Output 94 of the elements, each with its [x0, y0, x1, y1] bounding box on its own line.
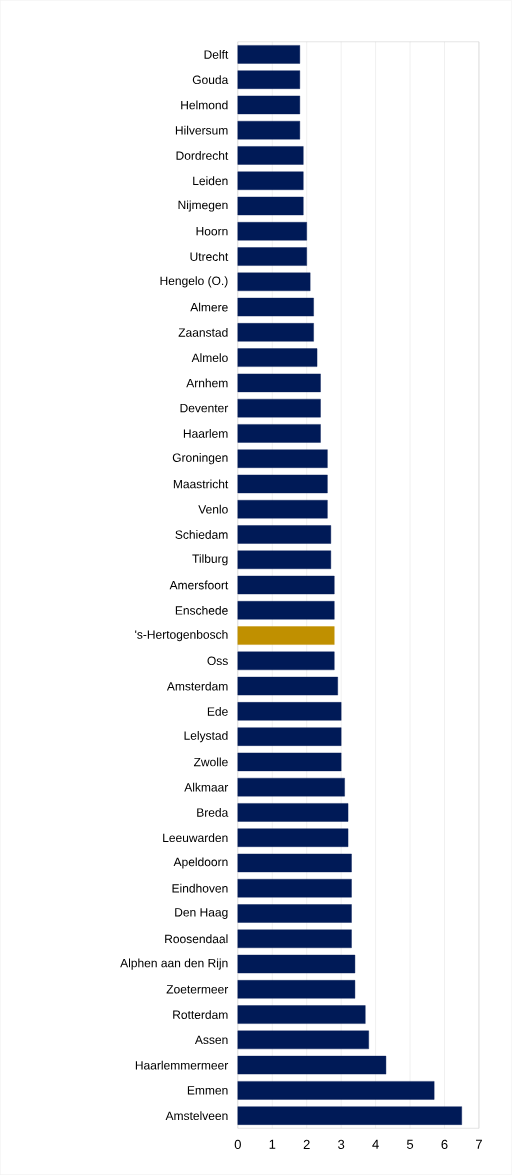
bar — [237, 196, 304, 216]
bar — [237, 323, 314, 342]
bar — [237, 651, 335, 671]
bar — [237, 1081, 435, 1100]
bar — [237, 70, 301, 89]
bar — [237, 398, 321, 418]
bar — [237, 500, 328, 519]
bar — [237, 601, 335, 620]
x-tick-label: 6 — [441, 1139, 448, 1150]
x-tick-label: 5 — [407, 1139, 414, 1149]
y-tick-label: Leiden — [193, 176, 228, 186]
y-tick-label: Gouda — [193, 75, 229, 85]
y-tick-label: Almelo — [191, 353, 228, 363]
x-tick-label: 7 — [476, 1139, 483, 1149]
y-tick-label: Haarlemmermeer — [136, 1060, 229, 1070]
bar — [237, 171, 304, 190]
bar — [237, 626, 335, 645]
bar — [237, 727, 342, 746]
bar — [237, 702, 342, 721]
bar — [237, 752, 342, 772]
y-tick-label: Schiedam — [175, 530, 228, 539]
y-tick-label: Helmond — [181, 100, 228, 110]
bar — [237, 45, 301, 64]
y-tick-label: Venlo — [198, 504, 228, 514]
bar — [237, 247, 308, 266]
y-tick-label: Dordrecht — [176, 151, 229, 160]
bar — [237, 1030, 370, 1050]
bar — [237, 297, 314, 317]
y-tick-label: Delft — [204, 50, 229, 59]
bar — [237, 853, 352, 873]
x-tick-label: 2 — [303, 1139, 310, 1149]
bar — [237, 222, 308, 241]
y-tick-label: Apeldoorn — [173, 857, 228, 869]
bar — [237, 1005, 366, 1024]
y-tick-label: Emmen — [188, 1086, 228, 1095]
bar — [237, 146, 304, 165]
y-tick-label: Alphen aan den Rijn — [120, 958, 228, 970]
y-tick-label: Den Haag — [175, 908, 228, 919]
y-tick-label: 's-Hertogenbosch — [135, 629, 228, 642]
bar — [237, 348, 318, 367]
bar — [237, 95, 301, 115]
bar — [237, 676, 339, 696]
y-tick-label: Zwolle — [194, 757, 228, 767]
y-tick-label: Groningen — [172, 453, 228, 465]
y-tick-label: Nijmegen — [178, 200, 228, 212]
y-tick-label: Amsterdam — [167, 681, 228, 691]
y-tick-label: Hilversum — [176, 125, 228, 135]
x-tick-label: 0 — [234, 1139, 242, 1150]
bar — [237, 803, 349, 822]
bar — [237, 272, 311, 292]
y-tick-label: Hengelo (O.) — [160, 276, 228, 288]
bar — [237, 1106, 463, 1125]
y-tick-label: Assen — [195, 1035, 228, 1045]
y-tick-label: Rotterdam — [173, 1010, 228, 1019]
y-tick-label: Enschede — [176, 605, 228, 615]
bar — [237, 424, 321, 443]
y-tick-label: Amersfoort — [169, 580, 229, 590]
y-tick-label: Eindhoven — [172, 883, 228, 893]
bar — [237, 121, 301, 140]
y-tick-label: Haarlem — [184, 429, 228, 438]
y-tick-label: Maastricht — [174, 479, 229, 489]
y-tick-label: Alkmaar — [184, 782, 229, 792]
bar — [237, 929, 352, 948]
bar — [237, 980, 356, 999]
x-tick-label: 3 — [338, 1139, 345, 1150]
y-tick-label: Almere — [190, 302, 228, 312]
y-tick-label: Tilburg — [192, 554, 228, 566]
bar — [237, 449, 328, 468]
bar — [237, 904, 352, 923]
bar — [237, 1055, 387, 1075]
y-tick-label: Roosendaal — [165, 934, 228, 944]
bar — [237, 954, 356, 974]
bar — [237, 575, 335, 595]
bar — [237, 550, 332, 569]
y-tick-label: Leeuwarden — [163, 833, 228, 843]
y-tick-label: Zaanstad — [178, 327, 228, 337]
y-tick-label: Zoetermeer — [166, 985, 229, 994]
bar — [237, 373, 321, 393]
y-tick-label: Amstelveen — [165, 1111, 228, 1121]
bar — [237, 525, 332, 544]
bar — [237, 828, 349, 847]
bar — [237, 879, 352, 898]
y-tick-label: Arnhem — [186, 378, 228, 388]
y-tick-label: Utrecht — [190, 252, 229, 261]
y-tick-label: Breda — [197, 808, 229, 817]
x-tick-label: 4 — [372, 1139, 380, 1149]
bar — [237, 474, 328, 494]
bar — [237, 777, 345, 797]
y-tick-label: Oss — [207, 656, 229, 666]
x-tick-label: 1 — [269, 1139, 276, 1149]
y-tick-label: Ede — [208, 706, 228, 716]
y-tick-label: Deventer — [180, 403, 229, 413]
y-tick-label: Lelystad — [184, 731, 228, 743]
y-tick-label: Hoorn — [196, 227, 228, 236]
